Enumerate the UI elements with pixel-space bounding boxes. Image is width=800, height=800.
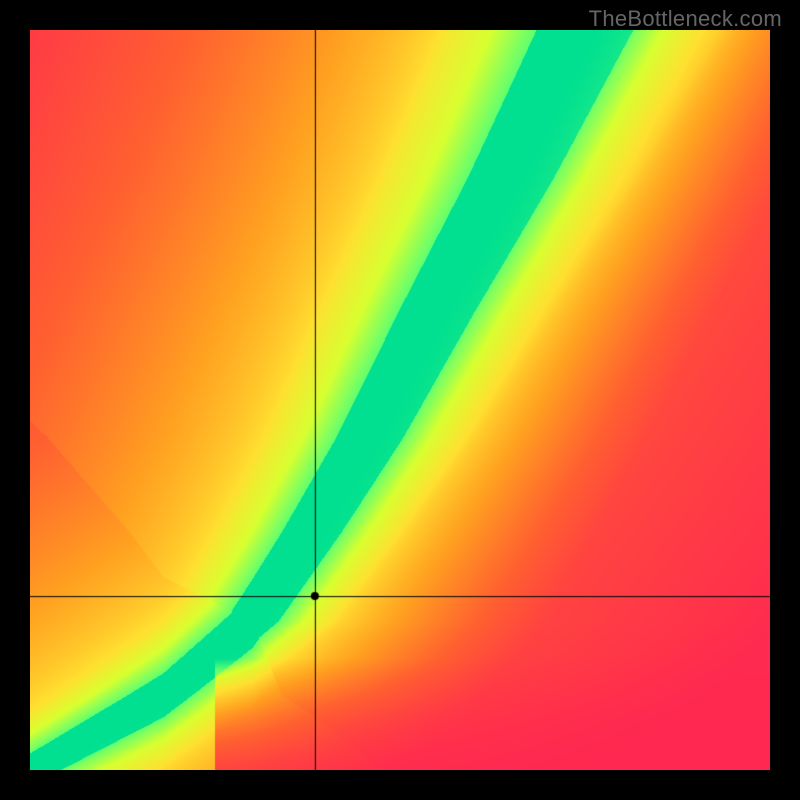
chart-container: TheBottleneck.com xyxy=(0,0,800,800)
bottleneck-heatmap-canvas xyxy=(30,30,770,770)
watermark-text: TheBottleneck.com xyxy=(589,6,782,32)
